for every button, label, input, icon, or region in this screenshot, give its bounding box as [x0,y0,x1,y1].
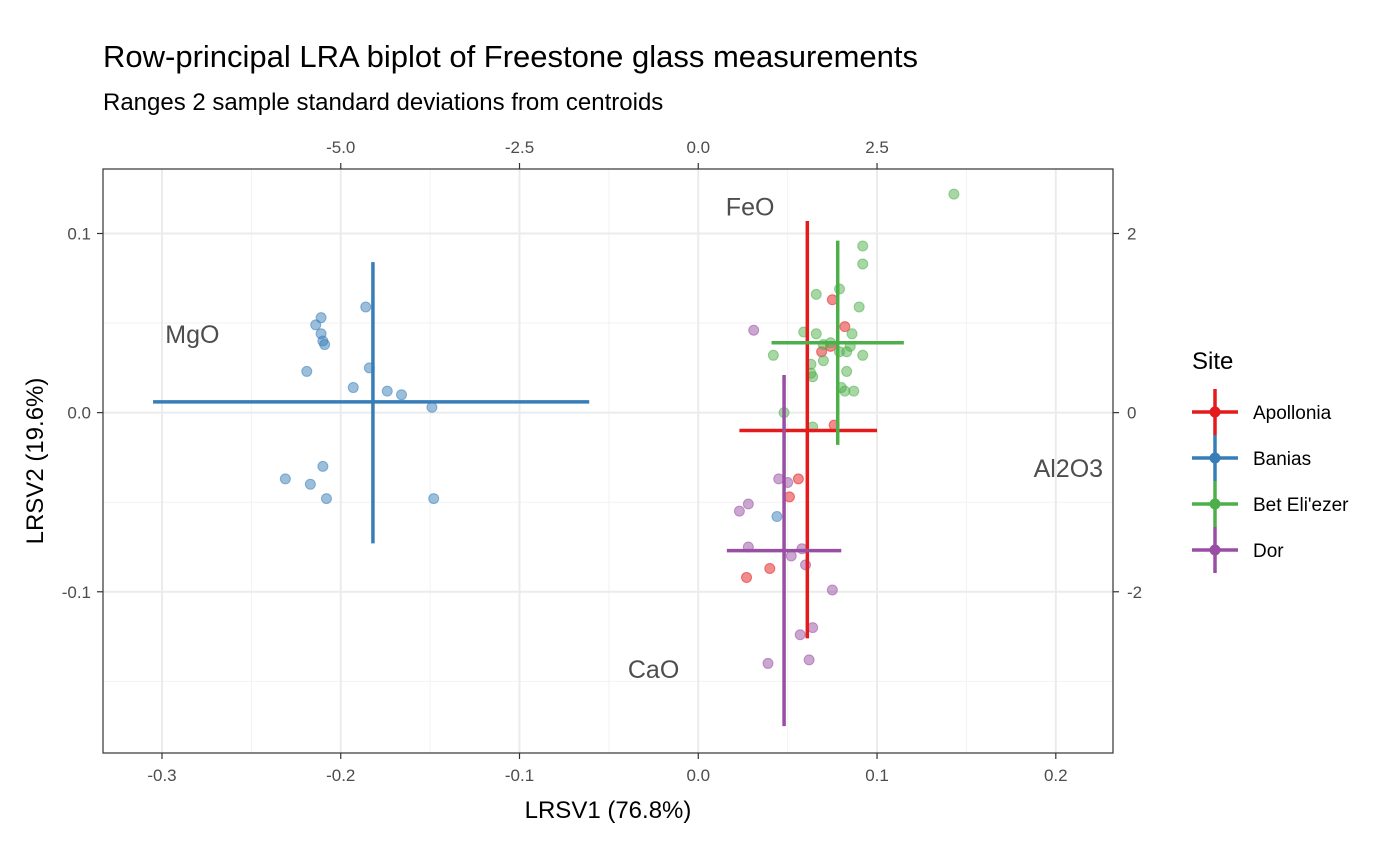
x-tick-label: -0.2 [326,766,355,785]
point-dor [794,629,806,641]
grid-major [103,169,1113,753]
point-bet-eli-ezer [807,371,819,383]
legend-key-dor [1192,527,1238,573]
legend-label-apollonia: Apollonia [1253,403,1332,424]
variable-label-al2o3: Al2O3 [1034,455,1103,483]
point-bet-eli-ezer [857,349,869,361]
point-dor [785,550,797,562]
point-bet-eli-ezer [857,240,869,252]
legend: Site Apollonia Banias Bet Eli'ezer Dor [1192,348,1349,573]
y-tick-label: 0.0 [67,404,91,423]
point-dor [807,622,819,634]
chart-title: Row-principal LRA biplot of Freestone gl… [103,39,918,74]
plot-panel: FeO MgO Al2O3 CaO [102,168,1114,754]
point-bet-eli-ezer [846,328,858,340]
point-dor [826,584,838,596]
point-banias [428,493,440,505]
x2-tick-label: -5.0 [326,138,355,157]
legend-key-dot-apollonia [1209,406,1221,418]
point-banias [426,401,438,413]
point-banias [317,460,329,472]
legend-key-dot-dor [1209,544,1221,556]
grid-minor [103,169,1113,753]
point-dor [748,324,760,336]
y2-tick-label: 0 [1127,404,1136,423]
point-banias [360,301,372,313]
y2-tick-label: 2 [1127,224,1136,243]
point-bet-eli-ezer [841,365,853,377]
legend-label-banias: Banias [1253,449,1311,470]
x-tick-label: -0.3 [147,766,176,785]
legend-title: Site [1192,348,1233,375]
point-bet-eli-ezer [948,188,960,200]
chart-subtitle: Ranges 2 sample standard deviations from… [103,89,663,116]
legend-label-dor: Dor [1253,541,1284,562]
point-bet-eli-ezer [853,301,865,313]
y-tick-label: 0.1 [67,224,91,243]
y-axis-left: -0.1 0.0 0.1 [62,224,103,602]
point-bet-eli-ezer [810,328,822,340]
y-axis-right: -2 0 2 [1113,224,1142,602]
point-bet-eli-ezer [810,288,822,300]
point-banias [771,511,783,523]
x2-tick-label: -2.5 [505,138,534,157]
legend-key-bet-eli-ezer [1192,481,1238,527]
point-apollonia [826,294,838,306]
legend-label-bet-eli-ezer: Bet Eli'ezer [1253,495,1349,516]
range-bars [153,220,904,727]
point-bet-eli-ezer [817,355,829,367]
point-banias [319,339,331,351]
x-tick-label: 0.2 [1044,766,1068,785]
variable-label-feo: FeO [726,194,775,222]
data-points [279,188,960,669]
point-banias [396,389,408,401]
variable-label-cao: CaO [628,656,679,684]
panel-border [102,168,1114,754]
point-banias [304,478,316,490]
point-banias [320,493,332,505]
y-axis-title: LRSV2 (19.6%) [22,378,49,545]
y2-tick-label: -2 [1127,583,1142,602]
point-dor [742,498,754,510]
x-tick-label: -0.1 [505,766,534,785]
point-apollonia [792,473,804,485]
panel-background [103,169,1113,753]
x-tick-label: 0.0 [686,766,710,785]
point-banias [381,385,393,397]
point-banias [301,365,313,377]
legend-key-banias [1192,435,1238,481]
x-axis-top: -5.0 -2.5 0.0 2.5 [326,138,889,169]
variable-labels: FeO MgO Al2O3 CaO [165,194,1103,684]
x2-tick-label: 2.5 [865,138,889,157]
point-banias [347,382,359,394]
point-dor [733,505,745,517]
x-axis-title: LRSV1 (76.8%) [525,797,692,824]
point-apollonia [783,491,795,503]
point-apollonia [741,571,753,583]
point-bet-eli-ezer [848,385,860,397]
legend-key-dot-banias [1209,452,1221,464]
variable-label-mgo: MgO [165,321,219,349]
legend-key-apollonia [1192,389,1238,435]
point-bet-eli-ezer [857,258,869,270]
point-apollonia [839,321,851,333]
x2-tick-label: 0.0 [686,138,710,157]
y-tick-label: -0.1 [62,583,91,602]
point-banias [279,473,291,485]
point-banias [310,319,322,331]
x-axis-bottom: -0.3 -0.2 -0.1 0.0 0.1 0.2 [147,753,1068,785]
point-bet-eli-ezer [767,349,779,361]
point-dor [762,657,774,669]
point-dor [803,654,815,666]
x-tick-label: 0.1 [865,766,889,785]
legend-key-dot-bet-eli-ezer [1209,498,1221,510]
point-apollonia [764,562,776,574]
